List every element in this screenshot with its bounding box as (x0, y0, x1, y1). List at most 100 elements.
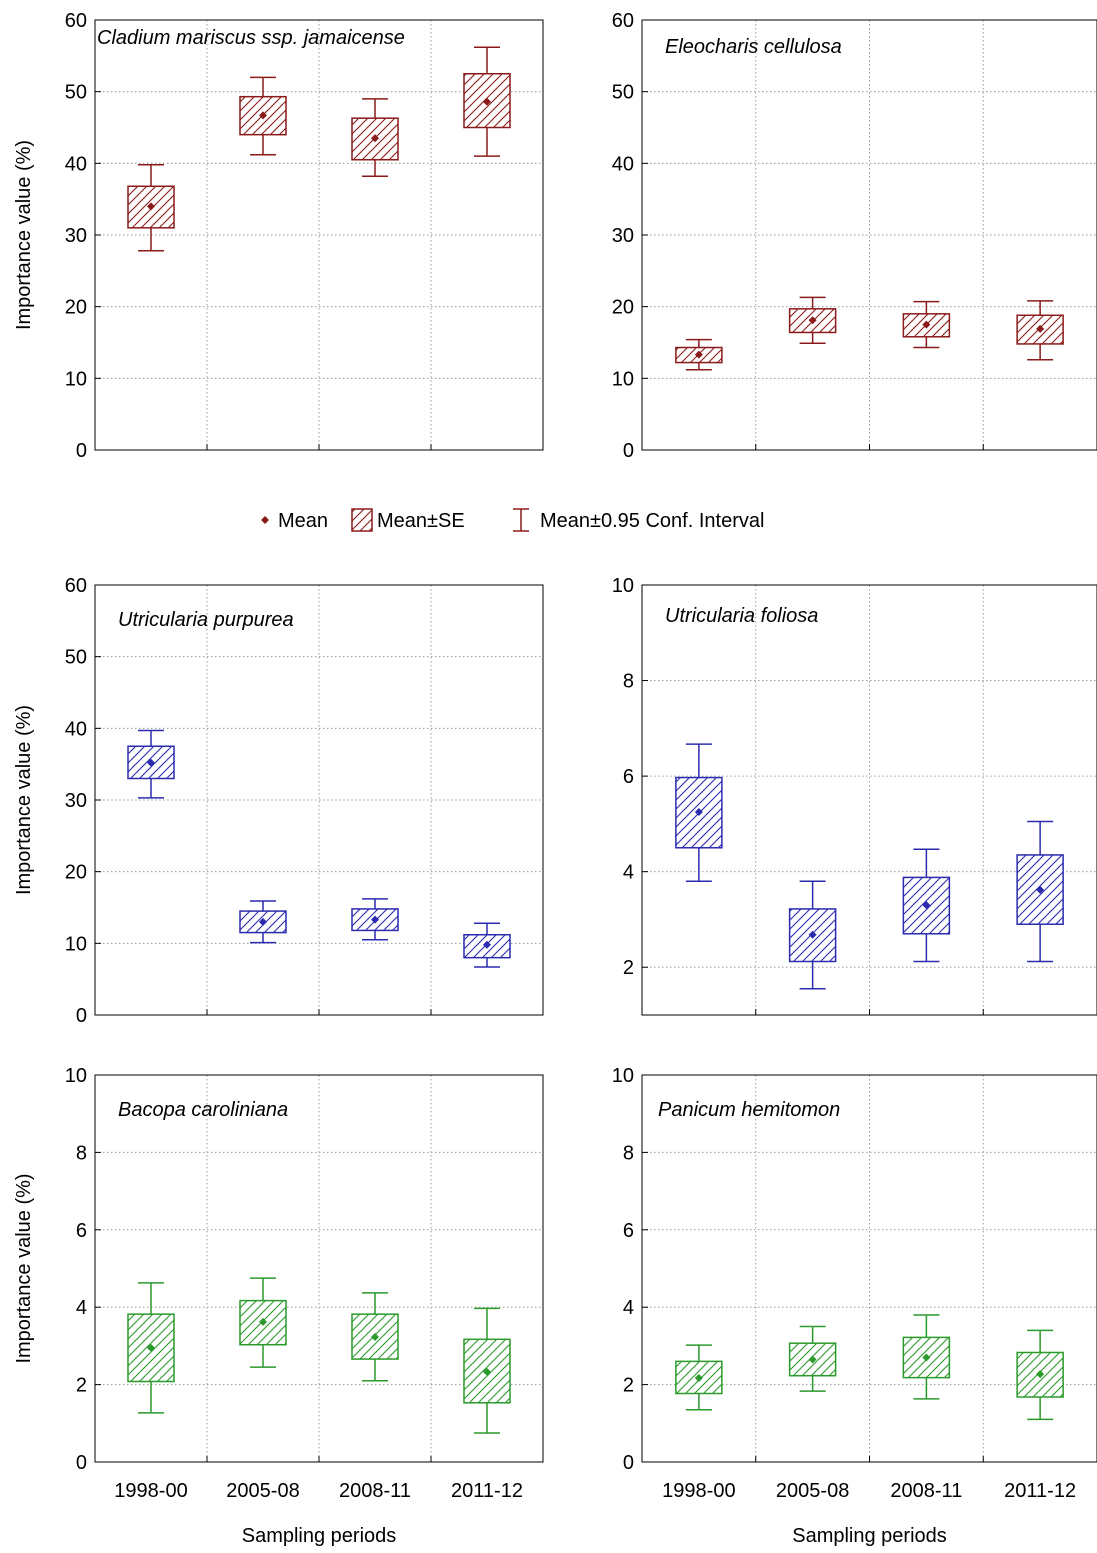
y-tick-label: 4 (76, 1297, 87, 1319)
x-tick-label: 1998-00 (114, 1480, 187, 1502)
y-tick-label: 40 (65, 718, 87, 740)
y-tick-label: 0 (76, 440, 87, 462)
y-tick-label: 10 (612, 575, 634, 597)
mean-marker (922, 1353, 931, 1362)
x-tick-label: 2005-08 (776, 1480, 849, 1502)
box-2008-11 (351, 1292, 399, 1382)
mean-marker (371, 134, 379, 143)
x-axis-title: Sampling periods (242, 1525, 397, 1547)
y-tick-label: 50 (612, 82, 634, 104)
mean-marker (259, 1317, 267, 1326)
panel-title: Eleocharis cellulosa (665, 36, 842, 58)
box-1998-00 (127, 729, 175, 799)
box-2008-11 (351, 98, 399, 177)
x-tick-label: 2011-12 (451, 1480, 523, 1502)
plot-frame (641, 584, 1097, 1016)
legend-ci-label: Mean±0.95 Conf. Interval (540, 510, 764, 532)
y-tick-label: 10 (65, 1065, 87, 1087)
mean-marker (147, 202, 155, 211)
mean-marker (483, 940, 491, 949)
mean-marker (694, 350, 703, 359)
plot-frame (94, 1074, 544, 1463)
y-axis-title: Importance value (%) (13, 705, 35, 895)
y-tick-label: 8 (623, 671, 634, 693)
box-2008-11 (902, 848, 951, 963)
x-tick-label: 2011-12 (1004, 1480, 1076, 1502)
panel-title: Utricularia purpurea (118, 609, 294, 631)
mean-marker (808, 1355, 817, 1364)
panel-title: Bacopa caroliniana (118, 1099, 288, 1121)
mean-marker (483, 1367, 491, 1376)
box-2011-12 (1016, 820, 1064, 963)
mean-marker (694, 807, 703, 816)
y-tick-label: 0 (76, 1005, 87, 1027)
panel-6: 0 2 4 6 8 10 1998-00 2005-08 2008-11 2011-12 Sampl… (612, 1065, 1097, 1547)
box-2011-12 (1016, 300, 1064, 361)
y-tick-label: 10 (65, 933, 87, 955)
mean-marker (808, 930, 817, 939)
panel-title: Panicum hemitomon (658, 1099, 840, 1121)
y-tick-label: 2 (76, 1375, 87, 1397)
box-1998-00 (675, 743, 723, 882)
box-2008-11 (902, 300, 951, 349)
panel-5: 0 2 4 6 8 10 1998-00 2005-08 2008-11 2011-12 Sampl… (13, 1065, 544, 1547)
box-2011-12 (463, 1307, 511, 1434)
box-2005-08 (788, 296, 837, 344)
y-tick-label: 10 (612, 1065, 634, 1087)
y-axis-title: Importance value (%) (13, 1173, 35, 1363)
y-tick-label: 60 (65, 10, 87, 32)
x-tick-label: 2008-11 (890, 1480, 962, 1502)
y-tick-label: 6 (76, 1220, 87, 1242)
legend-mean-label: Mean (278, 510, 328, 532)
x-tick-label: 1998-00 (662, 1480, 735, 1502)
mean-marker (371, 915, 379, 924)
panel-title: Utricularia foliosa (665, 605, 818, 627)
y-tick-label: 6 (623, 1220, 634, 1242)
mean-marker (371, 1332, 379, 1341)
box-2005-08 (239, 76, 287, 156)
box-2005-08 (239, 1277, 287, 1368)
x-tick-label: 2005-08 (226, 1480, 299, 1502)
panel-2: 0 10 20 30 40 50 60 Eleocharis cellulosa (612, 10, 1097, 462)
box-2005-08 (788, 1325, 837, 1392)
legend: Mean Mean±SE Mean±0.95 Conf. Interval (261, 508, 764, 532)
panel-1: 0 10 20 30 40 50 60 Importance value (%) Cladium… (13, 10, 544, 462)
y-tick-label: 0 (76, 1452, 87, 1474)
se-box (1016, 314, 1064, 345)
box-2011-12 (463, 46, 511, 157)
mean-marker (147, 1343, 155, 1352)
y-tick-label: 20 (65, 297, 87, 319)
y-tick-label: 10 (612, 368, 634, 390)
mean-marker (259, 917, 267, 926)
mean-marker (1036, 885, 1045, 894)
y-tick-label: 60 (65, 575, 87, 597)
box-2008-11 (351, 898, 399, 941)
y-tick-label: 0 (623, 440, 634, 462)
y-tick-label: 50 (65, 82, 87, 104)
y-tick-label: 50 (65, 647, 87, 669)
mean-marker (694, 1374, 703, 1383)
box-1998-00 (675, 1344, 723, 1411)
mean-marker (808, 316, 817, 325)
box-1998-00 (127, 164, 175, 252)
box-2008-11 (902, 1314, 951, 1400)
y-tick-label: 30 (65, 790, 87, 812)
panel-title: Cladium mariscus ssp. jamaicense (97, 27, 405, 49)
box-1998-00 (675, 338, 723, 371)
y-tick-label: 2 (623, 1375, 634, 1397)
y-tick-label: 30 (612, 225, 634, 247)
legend-mean-marker (261, 516, 269, 524)
y-tick-label: 8 (76, 1142, 87, 1164)
y-tick-label: 6 (623, 766, 634, 788)
legend-ci-icon (513, 508, 529, 532)
y-tick-label: 4 (623, 862, 634, 884)
panel-4: 2 4 6 8 10 Utricularia foliosa (612, 575, 1097, 1016)
mean-marker (147, 758, 155, 767)
mean-marker (922, 901, 931, 910)
y-tick-label: 20 (612, 297, 634, 319)
y-tick-label: 40 (65, 153, 87, 175)
y-tick-label: 2 (623, 957, 634, 979)
y-tick-label: 60 (612, 10, 634, 32)
box-2011-12 (1016, 1329, 1064, 1421)
